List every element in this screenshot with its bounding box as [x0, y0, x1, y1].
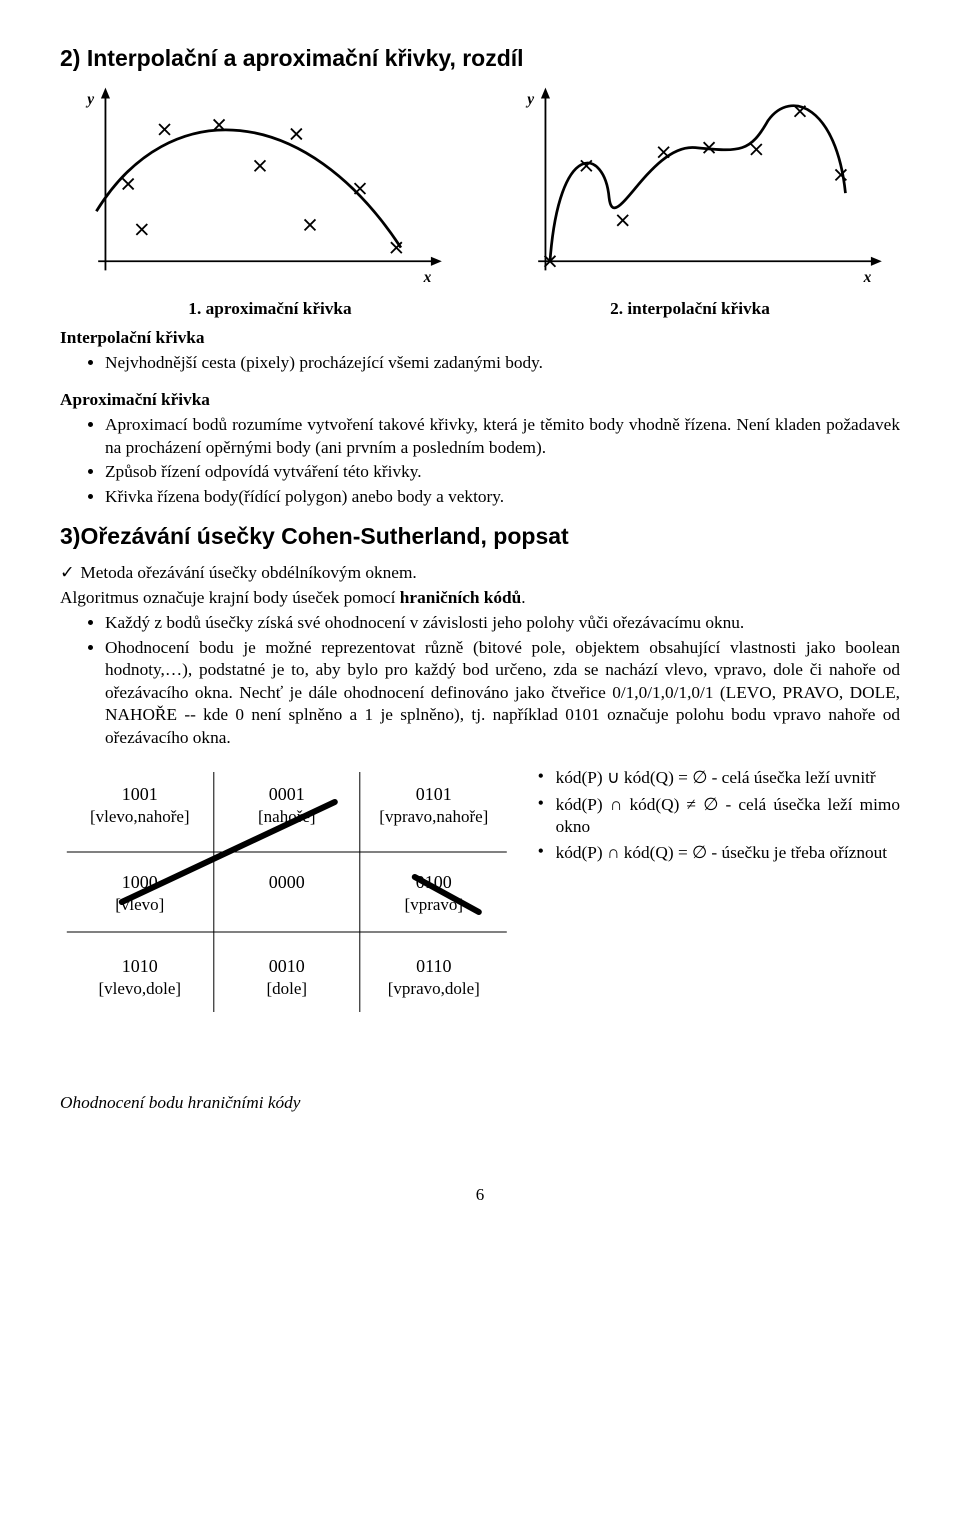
- svg-text:0101: 0101: [416, 784, 452, 804]
- list-item: Křivka řízena body(řídící polygon) anebo…: [105, 486, 900, 508]
- bullet-icon: •: [538, 794, 556, 814]
- graph-interpolation: y x: [500, 84, 900, 290]
- caption-left: 1. aproximační křivka: [60, 298, 480, 320]
- svg-text:[vpravo]: [vpravo]: [405, 895, 464, 914]
- codes-figure: 1001 [vlevo,nahoře] 0001 [nahoře] 0101 [vprav…: [60, 767, 514, 1053]
- label-interpolation: Interpolační křivka: [60, 327, 900, 349]
- list-item: Ohodnocení bodu je možné reprezentovat r…: [105, 637, 900, 749]
- page-number: 6: [60, 1184, 900, 1206]
- checkmark-icon: ✓: [60, 562, 76, 584]
- codes-row: 1001 [vlevo,nahoře] 0001 [nahoře] 0101 [vprav…: [60, 767, 900, 1053]
- graphs-row: y x y x: [60, 84, 900, 290]
- svg-text:0100: 0100: [416, 872, 452, 892]
- axis-y-label-left: y: [85, 91, 94, 108]
- code-rule-item: •kód(P) ∩ kód(Q) = ∅ - úsečku je třeba o…: [538, 842, 900, 864]
- svg-text:[vlevo,dole]: [vlevo,dole]: [98, 979, 181, 998]
- heading-section-2: 2) Interpolační a aproximační křivky, ro…: [60, 44, 900, 74]
- graph-captions: 1. aproximační křivka 2. interpolační kř…: [60, 298, 900, 320]
- bullet-icon: •: [538, 767, 556, 787]
- svg-text:0010: 0010: [269, 956, 305, 976]
- graph-approximation: y x: [60, 84, 460, 290]
- approx-points: [123, 119, 402, 253]
- list-item: Každý z bodů úsečky získá své ohodnocení…: [105, 612, 900, 634]
- code-rule-item: •kód(P) ∩ kód(Q) ≠ ∅ - celá úsečka leží …: [538, 794, 900, 839]
- svg-text:0000: 0000: [269, 872, 305, 892]
- svg-text:[vlevo,nahoře]: [vlevo,nahoře]: [90, 807, 190, 826]
- svg-text:[nahoře]: [nahoře]: [258, 807, 316, 826]
- svg-text:[dole]: [dole]: [267, 979, 308, 998]
- code-rule-item: •kód(P) ∪ kód(Q) = ∅ - celá úsečka leží …: [538, 767, 900, 789]
- list-item: Nejvhodnější cesta (pixely) procházející…: [105, 352, 900, 374]
- svg-text:[vpravo,nahoře]: [vpravo,nahoře]: [379, 807, 488, 826]
- svg-text:1010: 1010: [122, 956, 158, 976]
- label-approximation: Aproximační křivka: [60, 389, 900, 411]
- algorithm-line: Algoritmus označuje krajní body úseček p…: [60, 587, 900, 609]
- code-rule-text: kód(P) ∪ kód(Q) = ∅ - celá úsečka leží u…: [556, 767, 900, 789]
- axis-x-label-right: x: [863, 269, 872, 284]
- caption-right: 2. interpolační křivka: [480, 298, 900, 320]
- check-text: Metoda ořezávání úsečky obdélníkovým okn…: [80, 563, 416, 582]
- figure-caption: Ohodnocení bodu hraničními kódy: [60, 1092, 900, 1114]
- svg-text:1000: 1000: [122, 872, 158, 892]
- approximation-bullets: Aproximací bodů rozumíme vytvoření takov…: [60, 414, 900, 508]
- code-rule-text: kód(P) ∩ kód(Q) = ∅ - úsečku je třeba oř…: [556, 842, 900, 864]
- bullet-icon: •: [538, 842, 556, 862]
- interpolation-bullets: Nejvhodnější cesta (pixely) procházející…: [60, 352, 900, 374]
- axis-y-label-right: y: [525, 91, 534, 108]
- svg-text:[vpravo,dole]: [vpravo,dole]: [388, 979, 480, 998]
- check-line: ✓ Metoda ořezávání úsečky obdélníkovým o…: [60, 562, 900, 584]
- svg-text:0001: 0001: [269, 784, 305, 804]
- list-item: Způsob řízení odpovídá vytváření této kř…: [105, 461, 900, 483]
- svg-text:1001: 1001: [122, 784, 158, 804]
- interp-points: [545, 106, 847, 267]
- heading-section-3: 3)Ořezávání úsečky Cohen-Sutherland, pop…: [60, 522, 900, 552]
- svg-text:0110: 0110: [416, 956, 451, 976]
- list-item: Aproximací bodů rozumíme vytvoření takov…: [105, 414, 900, 459]
- svg-text:[vlevo]: [vlevo]: [115, 895, 164, 914]
- cohen-bullets: Každý z bodů úsečky získá své ohodnocení…: [60, 612, 900, 749]
- axis-x-label-left: x: [423, 269, 432, 284]
- code-rule-text: kód(P) ∩ kód(Q) ≠ ∅ - celá úsečka leží m…: [556, 794, 900, 839]
- codes-explanation: •kód(P) ∪ kód(Q) = ∅ - celá úsečka leží …: [538, 767, 900, 869]
